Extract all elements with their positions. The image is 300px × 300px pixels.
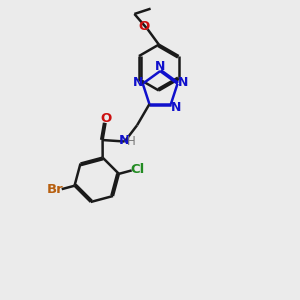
Text: O: O [100, 112, 111, 125]
Text: N: N [171, 100, 181, 114]
Text: N: N [119, 134, 130, 147]
Text: Cl: Cl [130, 163, 145, 176]
Text: H: H [127, 135, 136, 148]
Text: N: N [155, 60, 165, 73]
Text: N: N [133, 76, 143, 89]
Text: Br: Br [47, 183, 64, 196]
Text: N: N [178, 76, 188, 89]
Text: O: O [138, 20, 149, 33]
